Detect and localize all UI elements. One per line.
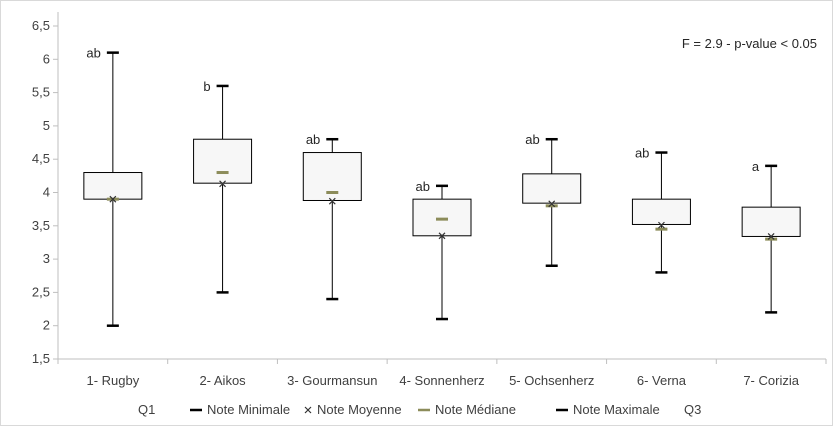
- x-category-label: 2- Aikos: [199, 373, 246, 388]
- legend-label: Q1: [138, 402, 155, 417]
- legend-item: Note Minimale: [190, 402, 290, 417]
- mean-marker: [328, 197, 336, 205]
- x-category-label: 4- Sonnenherz: [399, 373, 484, 388]
- x-category-label: 6- Verna: [637, 373, 687, 388]
- box-4: ab: [412, 179, 472, 321]
- legend-item: Q3: [684, 402, 701, 417]
- plot-area: ab b ab ab ab ab a: [83, 46, 801, 327]
- iqr-box: [522, 173, 582, 204]
- mean-marker: [767, 233, 775, 240]
- mean-marker: [658, 221, 665, 229]
- box-1: ab: [83, 46, 143, 327]
- y-tick-label: 3,5: [32, 218, 50, 233]
- box-3: ab: [302, 132, 362, 301]
- y-tick-label: 6,5: [32, 18, 50, 33]
- iqr-box: [631, 198, 691, 225]
- group-letter: ab: [525, 132, 539, 147]
- group-letter: b: [203, 79, 210, 94]
- stats-annotation: F = 2.9 - p-value < 0.05: [682, 36, 817, 51]
- mean-marker: [438, 232, 446, 240]
- y-tick-label: 4,5: [32, 151, 50, 166]
- iqr-box: [83, 172, 143, 200]
- y-tick-label: 1,5: [32, 351, 50, 366]
- group-letter: ab: [86, 46, 100, 61]
- legend-marker: [304, 406, 312, 414]
- iqr-box: [412, 198, 472, 237]
- x-category-label: 3- Gourmansun: [287, 373, 377, 388]
- y-tick-label: 5: [43, 118, 50, 133]
- y-tick-label: 6: [43, 51, 50, 66]
- x-axis: 1- Rugby 2- Aikos 3- Gourmansun 4- Sonnenhe…: [57, 358, 827, 388]
- box-2: b: [193, 79, 253, 294]
- legend-item: Note Médiane: [418, 402, 516, 417]
- legend-label: Note Maximale: [573, 402, 660, 417]
- mean-marker: [219, 180, 226, 188]
- x-category-label: 7- Corizia: [743, 373, 799, 388]
- legend: Q1 Note Minimale Note Moyenne Note Médiane N…: [138, 402, 701, 417]
- x-category-label: 1- Rugby: [86, 373, 139, 388]
- y-tick-label: 4: [43, 185, 50, 200]
- legend-label: Note Moyenne: [317, 402, 402, 417]
- group-letter: ab: [635, 146, 649, 161]
- iqr-box: [741, 206, 801, 237]
- group-letter: ab: [306, 132, 320, 147]
- legend-label: Note Médiane: [435, 402, 516, 417]
- group-letter: ab: [416, 179, 430, 194]
- y-axis: 1,5 2 2,5 3 3,5 4 4,5 5 5,5 6 6,5: [32, 12, 59, 366]
- y-tick-label: 2: [43, 318, 50, 333]
- legend-item: Note Maximale: [556, 402, 660, 417]
- group-letter: a: [752, 159, 760, 174]
- legend-item: Note Moyenne: [304, 402, 402, 417]
- x-category-label: 5- Ochsenherz: [509, 373, 594, 388]
- box-7: a: [741, 159, 801, 314]
- legend-label: Note Minimale: [207, 402, 290, 417]
- y-tick-label: 3: [43, 251, 50, 266]
- iqr-box: [193, 138, 253, 184]
- box-5: ab: [522, 132, 582, 268]
- box-6: ab: [631, 146, 691, 274]
- y-tick-label: 5,5: [32, 85, 50, 100]
- mean-marker: [109, 195, 117, 203]
- y-tick-label: 2,5: [32, 284, 50, 299]
- legend-item: Q1: [138, 402, 155, 417]
- mean-marker: [548, 200, 556, 208]
- legend-label: Q3: [684, 402, 701, 417]
